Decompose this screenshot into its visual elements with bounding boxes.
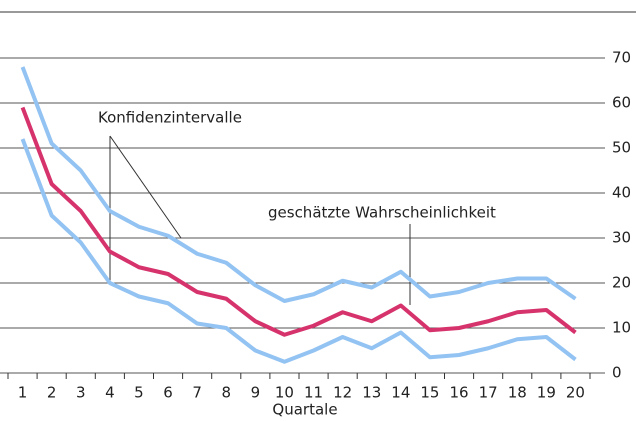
x-tick-label: 14 (391, 384, 410, 402)
x-tick-label: 2 (47, 384, 57, 402)
x-tick-label: 6 (163, 384, 173, 402)
x-tick-label: 19 (537, 384, 556, 402)
x-tick-label: 5 (134, 384, 144, 402)
x-tick-label: 1 (18, 384, 28, 402)
x-axis-label: Quartale (272, 401, 337, 419)
x-tick-label: 8 (221, 384, 231, 402)
series-line (20, 138, 577, 364)
x-tick-label: 9 (251, 384, 261, 402)
y-tick-label: 20 (612, 274, 631, 292)
y-tick-label: 30 (612, 229, 631, 247)
series-line (20, 66, 577, 303)
x-tick-label: 10 (275, 384, 294, 402)
x-tick-label: 4 (105, 384, 115, 402)
y-tick-label: 60 (612, 94, 631, 112)
x-tick-label: 17 (479, 384, 498, 402)
y-tick-label: 50 (612, 139, 631, 157)
y-tick-label: 70 (612, 49, 631, 67)
y-tick-label: 40 (612, 184, 631, 202)
x-tick-label: 7 (192, 384, 202, 402)
x-tick-label: 20 (566, 384, 585, 402)
x-tick-label: 11 (304, 384, 323, 402)
y-tick-label: 10 (612, 319, 631, 337)
y-tick-label: 0 (612, 364, 622, 382)
x-tick-label: 13 (362, 384, 381, 402)
annotation-pointer (109, 135, 182, 239)
x-tick-label: 16 (450, 384, 469, 402)
x-tick-label: 15 (420, 384, 439, 402)
x-tick-label: 12 (333, 384, 352, 402)
annotation: geschätzte Wahrscheinlichkeit (268, 204, 496, 222)
x-tick-label: 3 (76, 384, 86, 402)
annotation: Konfidenzintervalle (98, 109, 242, 127)
x-tick-label: 18 (508, 384, 527, 402)
series-line (20, 106, 577, 337)
